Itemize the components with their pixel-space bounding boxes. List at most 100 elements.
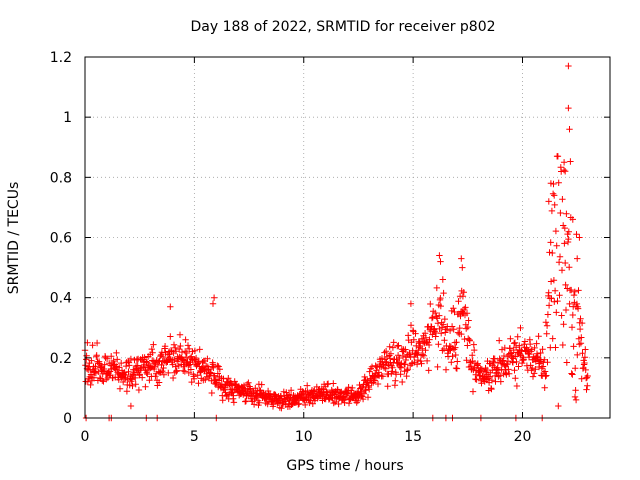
- data-point: [169, 374, 177, 382]
- data-point: [331, 398, 339, 406]
- data-point: [448, 307, 455, 315]
- data-point: [469, 352, 476, 359]
- data-point: [116, 364, 123, 371]
- data-point: [453, 339, 460, 346]
- data-point: [219, 385, 227, 392]
- data-point: [132, 381, 139, 388]
- data-point: [360, 390, 368, 397]
- data-point: [225, 375, 232, 382]
- data-point: [432, 309, 439, 317]
- data-point: [417, 352, 425, 359]
- data-point: [276, 404, 283, 411]
- data-point: [547, 239, 554, 246]
- data-point: [381, 349, 388, 356]
- data-point: [330, 380, 337, 387]
- data-point: [546, 249, 553, 256]
- data-point: [190, 375, 198, 382]
- data-point: [577, 315, 584, 322]
- data-point: [549, 190, 557, 197]
- data-point: [543, 330, 550, 337]
- data-point: [505, 366, 512, 373]
- data-point: [425, 341, 433, 349]
- data-point: [578, 319, 586, 327]
- data-point: [531, 370, 538, 377]
- data-point: [456, 324, 463, 332]
- data-point: [466, 337, 473, 344]
- data-point: [459, 293, 467, 300]
- data-point: [220, 375, 227, 382]
- data-point: [400, 347, 407, 355]
- data-point: [89, 342, 96, 349]
- data-point: [563, 210, 570, 217]
- data-points: [81, 62, 591, 422]
- data-point: [551, 192, 558, 199]
- data-point: [135, 386, 143, 394]
- data-point: [436, 312, 443, 319]
- data-point: [458, 255, 465, 262]
- data-point: [553, 309, 560, 316]
- data-point: [532, 366, 539, 373]
- data-point: [463, 357, 470, 364]
- data-point: [455, 298, 462, 305]
- data-point: [386, 343, 393, 350]
- data-point: [584, 372, 591, 380]
- data-point: [473, 376, 480, 383]
- data-point: [176, 345, 183, 353]
- data-point: [126, 382, 133, 389]
- data-point: [359, 393, 366, 400]
- data-point: [574, 305, 582, 312]
- data-point: [399, 378, 406, 386]
- data-point: [423, 357, 431, 365]
- data-point: [449, 353, 456, 360]
- data-point: [512, 353, 519, 360]
- data-point: [116, 385, 124, 392]
- x-tick-label: 15: [404, 429, 422, 445]
- y-tick-label: 1.2: [50, 50, 72, 66]
- data-point: [87, 371, 95, 378]
- data-point: [583, 386, 590, 393]
- data-point: [458, 330, 465, 338]
- data-point: [387, 350, 395, 357]
- data-point: [541, 384, 548, 391]
- data-point: [565, 104, 572, 112]
- data-point: [93, 352, 100, 359]
- data-point: [382, 365, 389, 372]
- data-point: [398, 360, 405, 367]
- data-point: [562, 306, 570, 314]
- data-point: [537, 349, 544, 357]
- data-point: [330, 399, 337, 407]
- data-point: [435, 341, 442, 348]
- data-point: [161, 343, 169, 350]
- data-point: [581, 359, 588, 367]
- data-point: [409, 347, 416, 354]
- data-point: [412, 350, 420, 357]
- data-point: [123, 388, 131, 395]
- data-point: [583, 374, 591, 381]
- data-point: [434, 363, 441, 371]
- data-point: [101, 361, 108, 368]
- axis-ticks: 0 5 10 15 20 0 0.2 0.4 0.6 0.8 1 1.2: [50, 50, 610, 445]
- data-point: [542, 373, 549, 380]
- data-point: [192, 354, 200, 362]
- data-point: [558, 267, 566, 274]
- data-point: [450, 305, 457, 312]
- data-point: [512, 375, 519, 382]
- data-point: [127, 355, 135, 363]
- data-point: [553, 242, 560, 249]
- data-point: [434, 320, 442, 327]
- data-point: [508, 351, 516, 359]
- data-point: [426, 336, 433, 343]
- data-point: [209, 300, 217, 307]
- data-point: [557, 209, 564, 217]
- data-point: [503, 371, 510, 378]
- data-point: [183, 349, 190, 357]
- data-point: [160, 364, 167, 372]
- data-point: [295, 400, 303, 407]
- data-point: [438, 330, 445, 337]
- data-point: [258, 381, 265, 388]
- data-point: [242, 397, 250, 405]
- data-point: [510, 340, 518, 347]
- data-point: [507, 335, 514, 342]
- data-point: [114, 356, 121, 363]
- data-point: [448, 359, 455, 366]
